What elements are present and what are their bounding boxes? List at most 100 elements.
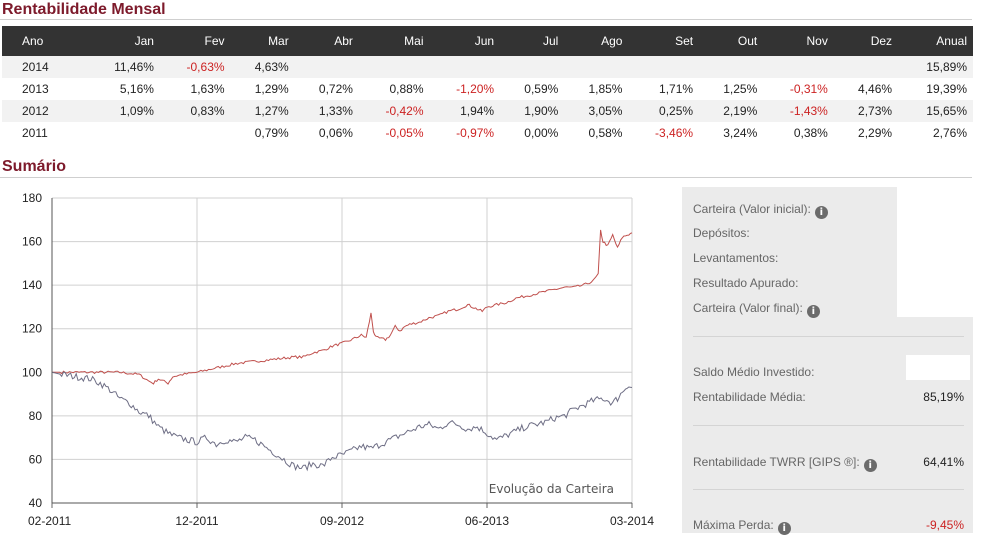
return-cell [429, 56, 501, 78]
x-tick-label: 03-2014 [610, 514, 654, 528]
return-cell: 1,94% [429, 100, 501, 122]
col-header: Ago [564, 26, 629, 56]
return-cell: -0,42% [358, 100, 430, 122]
y-tick-label: 180 [22, 191, 42, 205]
info-icon[interactable]: i [777, 522, 791, 535]
return-cell: 0,25% [628, 100, 700, 122]
twrr-value: 64,41% [923, 455, 964, 469]
return-cell: 4,46% [858, 82, 893, 96]
info-icon[interactable]: i [814, 206, 828, 219]
return-cell: 0,83% [159, 100, 231, 122]
x-tick-label: 12-2011 [175, 514, 218, 528]
year-cell: 2012 [2, 100, 87, 122]
return-cell [358, 56, 430, 78]
return-cell: 1,09% [86, 100, 160, 122]
return-cell: 1,27% [230, 100, 295, 122]
return-cell [87, 122, 160, 144]
chart-axes: 40 60 80 100 120 140 160 180 02-2011 12-2011 09-20… [22, 191, 654, 528]
return-cell: 15,65% [898, 100, 973, 122]
y-tick-label: 120 [22, 322, 42, 336]
return-cell [500, 56, 565, 78]
return-cell: 4,63% [230, 56, 295, 78]
year-cell: 2013 [22, 82, 49, 96]
return-cell: 1,71% [659, 82, 694, 96]
return-cell: 0,72% [318, 82, 353, 96]
col-header: Anual [898, 26, 973, 56]
info-icon[interactable]: i [863, 459, 877, 472]
levantamentos-row: Levantamentos: [693, 250, 964, 266]
col-header: Mar [230, 26, 295, 56]
levantamentos-label: Levantamentos: [693, 251, 779, 265]
y-tick-label: 80 [29, 409, 43, 423]
return-cell [833, 56, 899, 78]
chart-grid [51, 197, 633, 504]
return-cell: 2,73% [833, 100, 899, 122]
series-line-benchmark [51, 371, 633, 472]
rentabilidade-header-row: Ano Jan Fev Mar Abr Mai Jun Jul Ago Set Out Nov Dez A… [2, 26, 973, 56]
max-perda-label: Máxima Perda: i [693, 517, 791, 535]
saldo-medio-row: Saldo Médio Investido: [693, 364, 964, 380]
return-cell: 3,05% [564, 100, 629, 122]
x-tick-label: 02-2011 [28, 514, 71, 528]
return-cell: -1,20% [456, 82, 495, 96]
return-cell [294, 56, 359, 78]
return-cell: -0,05% [385, 126, 424, 140]
col-header: Out [699, 26, 764, 56]
depositos-label: Depósitos: [693, 226, 750, 240]
col-header: Jul [500, 26, 565, 56]
return-cell: 3,24% [723, 126, 758, 140]
summary-panel: Carteira (Valor inicial): i Depósitos: Le… [682, 187, 973, 535]
return-cell: 1,90% [500, 100, 565, 122]
carteira-inicial-label: Carteira (Valor inicial): i [693, 201, 828, 219]
col-header: Nov [763, 26, 834, 56]
carteira-final-row: Carteira (Valor final): i [693, 300, 964, 318]
info-icon[interactable]: i [806, 305, 820, 318]
y-tick-label: 60 [29, 452, 43, 466]
return-cell [628, 56, 700, 78]
rent-media-label: Rentabilidade Média: [693, 390, 806, 404]
return-cell [564, 56, 629, 78]
carteira-final-label: Carteira (Valor final): i [693, 300, 820, 318]
return-cell: -3,46% [655, 126, 694, 140]
col-header: Fev [159, 26, 231, 56]
initial-values-box [897, 187, 973, 317]
depositos-row: Depósitos: [693, 225, 964, 241]
max-perda-row: Máxima Perda: i -9,45% [693, 517, 964, 535]
sumario-rule [0, 177, 972, 178]
table-row: 2011 0,79% 0,06% -0,05% -0,97% 0,00% 0,58% -3,4… [2, 122, 973, 144]
return-cell: 2,29% [858, 126, 893, 140]
return-cell: 1,85% [588, 82, 623, 96]
return-cell: 2,76% [932, 126, 967, 140]
year-cell: 2011 [22, 126, 48, 140]
series-line-portfolio [52, 229, 633, 385]
return-cell: 1,33% [294, 100, 359, 122]
col-header: Ano [2, 26, 87, 56]
portfolio-evolution-chart: 40 60 80 100 120 140 160 180 02-2011 12-2011 09-20… [22, 191, 654, 528]
col-header: Set [628, 26, 700, 56]
rentabilidade-body: 2014 11,46% -0,63% 4,63% 15,89% 2013 5,16% 1,63… [2, 56, 973, 144]
table-row: 2014 11,46% -0,63% 4,63% 15,89% [2, 56, 973, 78]
sumario-title: Sumário [2, 158, 67, 175]
rent-media-value: 85,19% [923, 390, 964, 404]
col-header: Dez [833, 26, 899, 56]
return-cell: 0,88% [389, 82, 424, 96]
col-header: Jun [429, 26, 501, 56]
return-cell: -0,31% [789, 82, 828, 96]
max-perda-value: -9,45% [925, 518, 964, 532]
return-cell: -0,97% [456, 126, 495, 140]
twrr-label: Rentabilidade TWRR [GIPS ®]: i [693, 454, 877, 472]
col-header: Jan [86, 26, 160, 56]
return-cell [160, 122, 231, 144]
x-tick-label: 09-2012 [320, 514, 364, 528]
resultado-label: Resultado Apurado: [693, 276, 799, 290]
y-tick-label: 100 [22, 365, 42, 379]
summary-divider [693, 336, 964, 337]
twrr-row: Rentabilidade TWRR [GIPS ®]: i 64,41% [693, 454, 964, 472]
return-cell: -0,63% [159, 56, 231, 78]
col-header: Abr [294, 26, 359, 56]
return-cell: 15,89% [898, 56, 973, 78]
return-cell: 0,06% [318, 126, 353, 140]
return-cell: -1,43% [763, 100, 834, 122]
return-cell: 0,59% [524, 82, 559, 96]
table-row: 2013 5,16% 1,63% 1,29% 0,72% 0,88% -1,20% 0,59%… [2, 78, 973, 100]
